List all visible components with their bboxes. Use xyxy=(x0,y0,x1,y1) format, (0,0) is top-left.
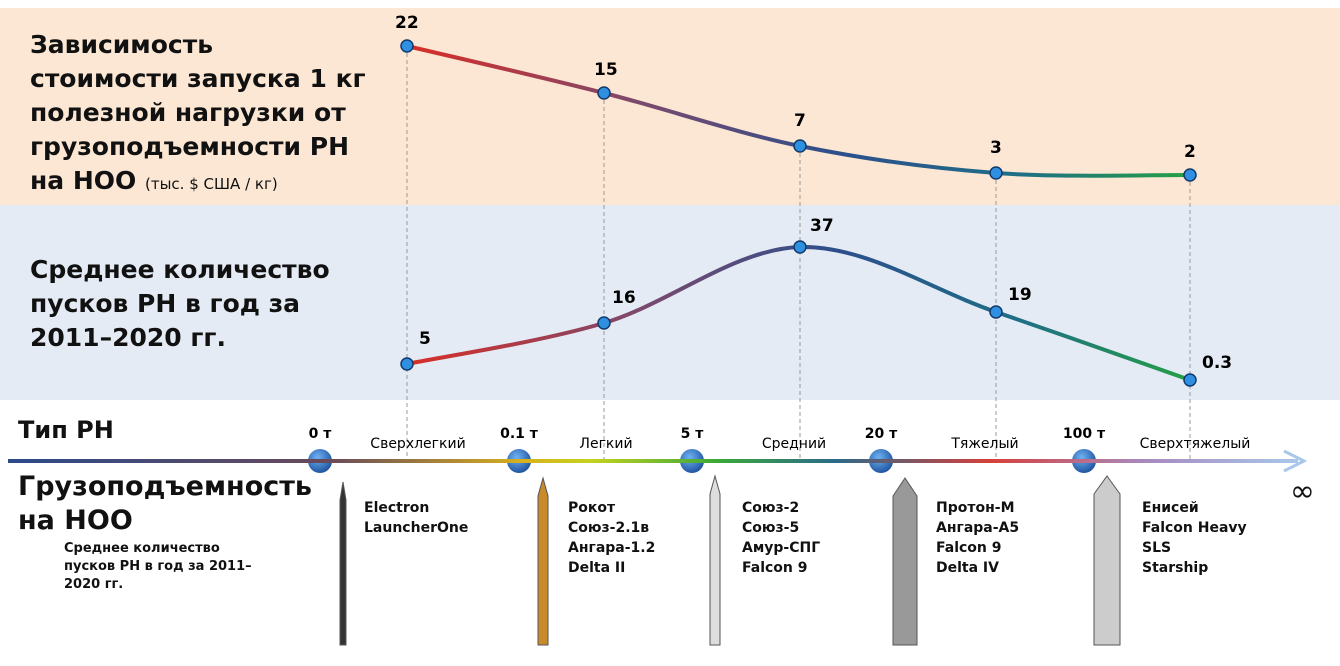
rocket-name: Союз-5 xyxy=(742,520,800,536)
rocket-name: Енисей xyxy=(1142,500,1199,516)
threshold: 20 т xyxy=(865,426,898,442)
rocket xyxy=(892,477,918,646)
rocket-name: Протон-М xyxy=(936,500,1015,516)
rocket-name: Амур-СПГ xyxy=(742,540,821,556)
launches-point xyxy=(989,305,1003,319)
launches-value: 5 xyxy=(419,329,431,349)
rocket-name: Рокот xyxy=(568,500,616,516)
launches-point xyxy=(1183,373,1197,387)
class-label: Сверхтяжелый xyxy=(1140,436,1251,452)
launches-value: 37 xyxy=(810,216,834,236)
rocket xyxy=(339,481,347,646)
rocket-name: Delta IV xyxy=(936,560,999,576)
infinity: ∞ xyxy=(1290,474,1315,509)
launches-value: 19 xyxy=(1008,285,1032,305)
rocket-name: Electron xyxy=(364,500,430,516)
cost-value: 3 xyxy=(990,138,1002,158)
threshold: 0 т xyxy=(309,426,333,442)
rocket-name: Союз-2 xyxy=(742,500,800,516)
cost-unit: (тыс. $ США / кг) xyxy=(145,175,278,193)
rocket-name: Starship xyxy=(1142,560,1209,576)
rocket-name: Falcon 9 xyxy=(936,540,1002,556)
class-label: Средний xyxy=(762,436,826,452)
cost-point xyxy=(1183,168,1197,182)
cost-point xyxy=(989,166,1003,180)
launch-band xyxy=(0,205,1340,400)
note: Среднее количество пусков РН в год за 20… xyxy=(64,541,252,592)
rocket xyxy=(537,476,549,646)
class-label: Легкий xyxy=(579,436,632,452)
class-label: Тяжелый xyxy=(950,436,1018,452)
launches-point xyxy=(400,357,414,371)
cost-title: Зависимость стоимости запуска 1 кг полез… xyxy=(30,28,370,201)
cost-title-text: Зависимость стоимости запуска 1 кг полез… xyxy=(30,30,366,195)
class-label: Сверхлегкий xyxy=(370,436,465,452)
launches-point xyxy=(597,316,611,330)
rocket-name: Ангара-А5 xyxy=(936,520,1020,536)
cost-value: 22 xyxy=(395,13,419,33)
launches-title: Среднее количество пусков РН в год за 20… xyxy=(30,255,330,352)
cost-band xyxy=(0,8,1340,205)
capacity-label: Грузоподъемность на НОО xyxy=(18,471,312,536)
cost-point xyxy=(400,39,414,53)
launches-point xyxy=(793,240,807,254)
threshold: 0.1 т xyxy=(500,426,539,442)
rocket-name: Falcon 9 xyxy=(742,560,808,576)
cost-value: 2 xyxy=(1184,142,1196,162)
rocket-name: Delta II xyxy=(568,560,626,576)
launches-value: 0.3 xyxy=(1202,353,1232,373)
rocket xyxy=(1093,475,1121,646)
cost-point xyxy=(793,139,807,153)
rocket-name: Falcon Heavy xyxy=(1142,520,1247,536)
threshold: 5 т xyxy=(681,426,705,442)
threshold: 100 т xyxy=(1063,426,1106,442)
rocket-name: LauncherOne xyxy=(364,520,469,536)
launches-value: 16 xyxy=(612,288,636,308)
rocket-name: Ангара-1.2 xyxy=(568,540,656,556)
axis-arrow xyxy=(1283,449,1308,473)
type-label: Тип РН xyxy=(18,416,114,444)
cost-value: 7 xyxy=(794,111,806,131)
cost-value: 15 xyxy=(594,60,618,80)
rocket xyxy=(709,474,721,646)
cost-point xyxy=(597,86,611,100)
rocket-name: SLS xyxy=(1142,540,1172,556)
rocket-name: Союз-2.1в xyxy=(568,520,650,536)
